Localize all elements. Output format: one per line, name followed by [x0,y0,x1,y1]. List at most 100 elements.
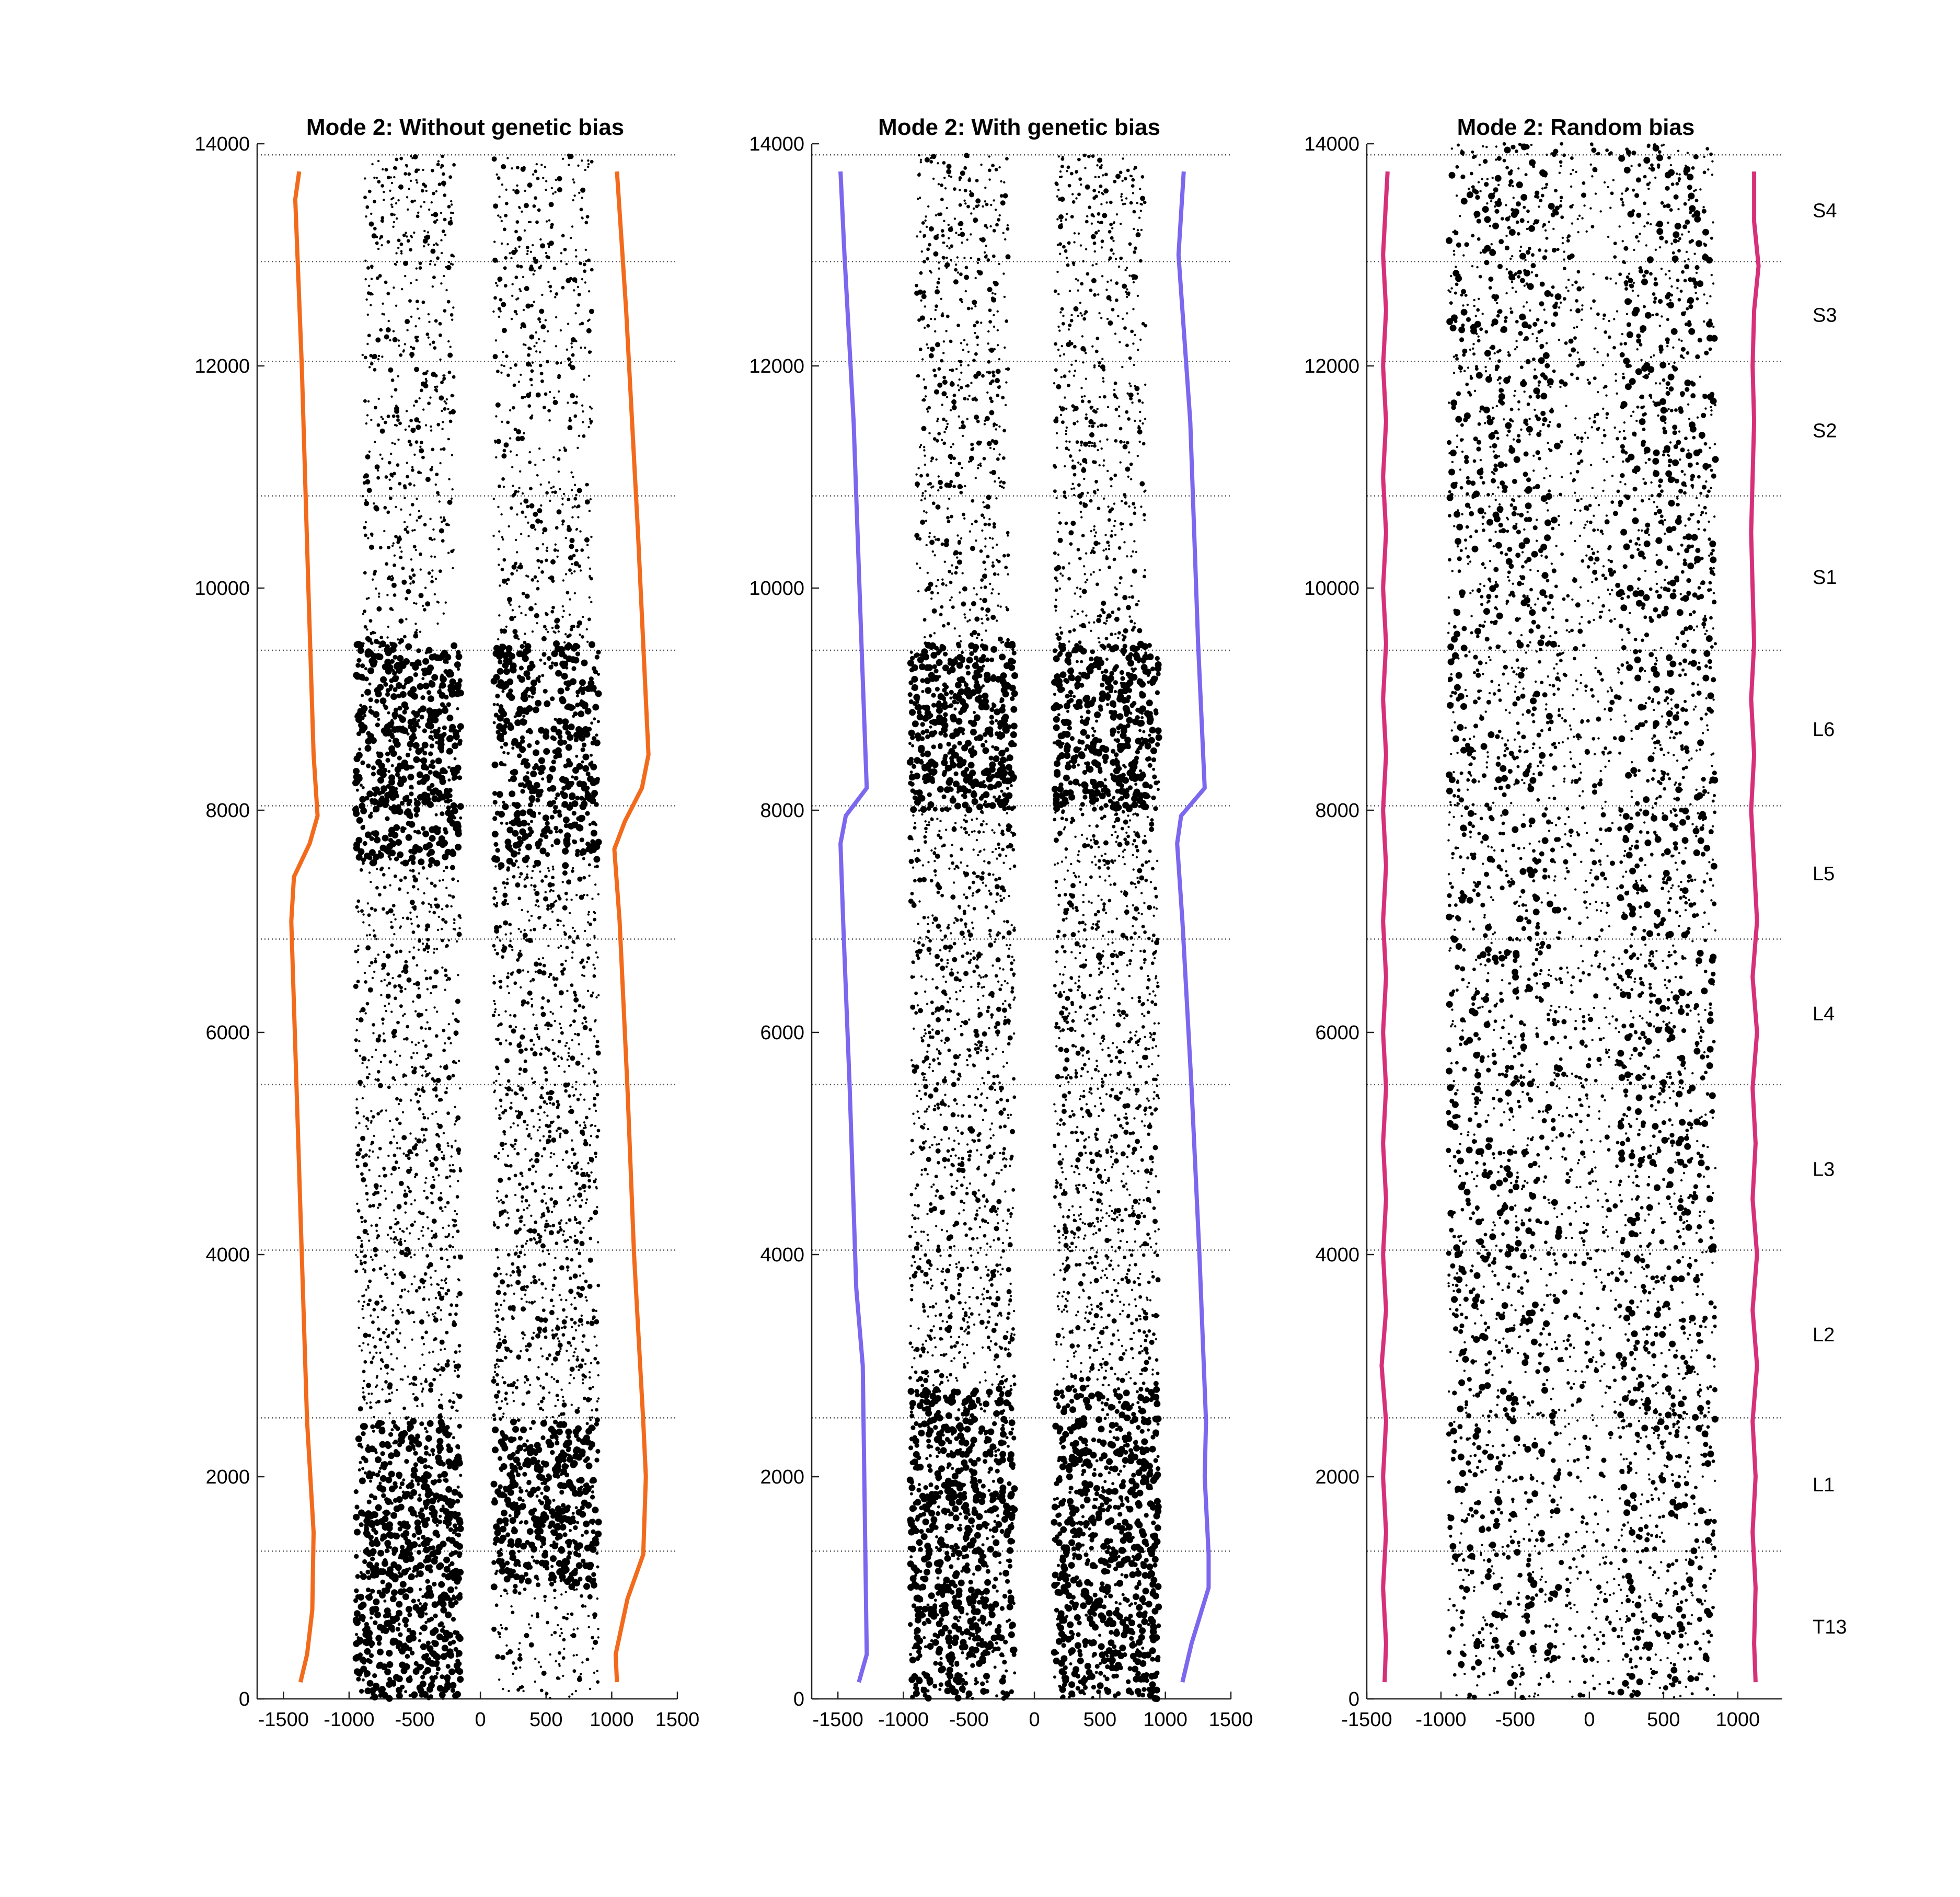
scatter-point [384,727,391,734]
scatter-point [364,1271,367,1273]
scatter-point [389,659,395,664]
scatter-point [525,758,529,762]
scatter-point [577,1286,581,1290]
scatter-point [492,1223,497,1227]
scatter-point [441,928,443,930]
scatter-point [501,1509,508,1516]
scatter-point [516,1379,519,1382]
scatter-point [364,533,367,537]
scatter-point [362,1370,366,1374]
scatter-point [440,1309,442,1312]
scatter-point [415,179,418,181]
scatter-point [359,1522,364,1527]
scatter-point [439,1368,441,1371]
scatter-point [426,1420,434,1427]
scatter-point [410,1223,414,1227]
scatter-point [495,902,499,904]
scatter-point [500,1463,508,1470]
scatter-point [529,1384,532,1386]
scatter-point [571,956,574,959]
scatter-point [418,858,425,866]
scatter-point [553,1205,556,1208]
scatter-point [423,1464,428,1469]
scatter-point [504,1355,508,1360]
scatter-point [405,1606,412,1613]
scatter-point [502,1412,505,1415]
scatter-point [377,1156,379,1159]
scatter-point [430,1245,433,1248]
scatter-point [418,1211,420,1214]
scatter-point [457,1525,464,1532]
scatter-point [428,1027,432,1031]
scatter-point [453,922,456,925]
scatter-point [531,1555,534,1559]
scatter-point [422,728,428,733]
scatter-point [545,1372,549,1376]
scatter-point [511,1262,515,1266]
scatter-point [525,1634,528,1636]
scatter-point [517,708,524,715]
scatter-point [563,1070,566,1073]
scatter-point [389,1595,397,1603]
scatter-point [578,1577,583,1582]
scatter-point [429,518,432,520]
scatter-point [402,1617,409,1624]
scatter-point [426,1265,430,1269]
scatter-point [550,1634,553,1636]
scatter-point [360,760,365,765]
scatter-point [398,1181,404,1186]
scatter-point [535,1534,542,1541]
scatter-point [492,1426,499,1433]
scatter-point [582,876,586,880]
scatter-point [447,1224,450,1227]
scatter-point [404,1459,409,1464]
scatter-point [359,1461,362,1464]
scatter-point [430,555,433,558]
scatter-point [537,811,541,815]
scatter-point [592,991,594,994]
scatter-point [374,1254,378,1257]
scatter-point [429,1162,435,1167]
scatter-point [367,1059,370,1062]
scatter-point [425,1541,430,1546]
scatter-point [355,905,359,909]
scatter-point [397,375,399,377]
scatter-point [426,938,430,942]
scatter-point [517,1229,520,1232]
scatter-point [541,996,545,1000]
scatter-point [361,694,364,697]
scatter-point [437,915,440,918]
scatter-point [574,1033,577,1036]
scatter-point [502,1130,506,1134]
scatter-point [552,976,555,979]
scatter-point [367,1393,370,1395]
scatter-point [411,347,416,350]
scatter-point [398,1572,403,1578]
scatter-point [530,1281,533,1284]
scatter-point [443,1497,447,1500]
scatter-point [412,545,417,549]
scatter-point [579,1511,586,1518]
scatter-point [534,1238,536,1241]
scatter-point [363,1254,367,1258]
scatter-point [553,1276,557,1280]
scatter-point [554,1257,557,1259]
scatter-point [391,205,394,209]
scatter-point [356,899,361,903]
scatter-point [368,682,372,686]
scatter-point [354,1269,359,1273]
scatter-point [516,1209,520,1212]
scatter-point [417,888,420,891]
scatter-point [382,873,386,877]
scatter-point [557,1482,564,1489]
scatter-point [405,1246,410,1252]
scatter-point [422,671,428,676]
scatter-point [532,1275,536,1279]
scatter-point [384,1539,391,1547]
scatter-point [568,1065,571,1067]
scatter-point [431,1509,438,1516]
scatter-point [575,1358,580,1362]
scatter-point [531,1336,535,1340]
scatter-point [453,918,456,921]
scatter-point [456,1543,463,1550]
